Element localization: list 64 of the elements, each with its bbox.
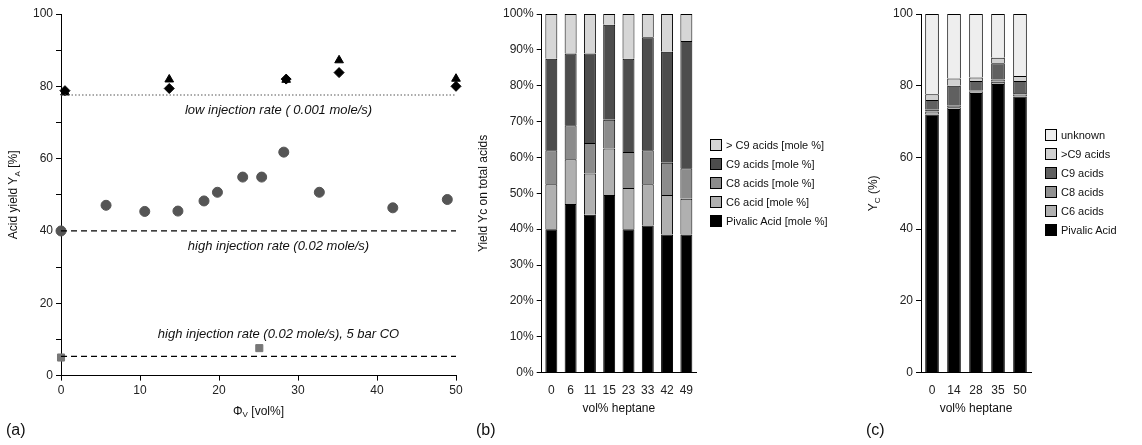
ref-line-label: high injection rate (0.02 mole/s) <box>187 237 370 253</box>
y-tick-label: 70% <box>509 113 535 128</box>
ref-line-label: high injection rate (0.02 mole/s), 5 bar CO <box>157 326 400 342</box>
y-tick-label: 80 <box>39 78 54 93</box>
legend-label: C9 acids [mole %] <box>726 157 815 170</box>
x-tick-label: 10 <box>133 383 148 398</box>
x-tick-label: 30 <box>291 383 305 398</box>
y-tick-label: 50% <box>509 185 535 200</box>
legend-label: > C9 acids [mole %] <box>726 138 825 151</box>
y-tick-label: 100% <box>502 6 535 21</box>
x-tick-label: 33 <box>641 383 655 398</box>
x-tick-label: 28 <box>969 383 983 398</box>
y-tick-label: 0 <box>46 367 54 382</box>
x-axis-title: vol% heptane <box>582 400 656 415</box>
text: (b) <box>476 421 496 439</box>
x-tick-label: 11 <box>583 383 597 398</box>
y-tick-label: 100 <box>892 6 914 21</box>
y-axis-title: Acid yield YA [%] <box>6 150 22 240</box>
text: (a) <box>6 421 26 439</box>
y-tick-label: 20 <box>899 293 914 308</box>
x-tick-label: 40 <box>370 383 384 398</box>
y-tick-label: 40% <box>509 221 535 236</box>
legend-label: Pivalic Acid <box>1061 224 1117 236</box>
x-tick-label: 0 <box>547 383 555 398</box>
x-tick-label: 14 <box>947 383 962 398</box>
legend-label: unknown <box>1061 129 1106 141</box>
legend-label: C6 acids <box>1061 205 1104 217</box>
legend-label: C6 acid [mole %] <box>726 195 810 208</box>
y-tick-label: 60 <box>899 149 914 164</box>
x-tick-label: 35 <box>991 383 1005 398</box>
x-tick-label: 0 <box>928 383 936 398</box>
legend-label: C8 acids [mole %] <box>726 176 815 189</box>
x-tick-label: 20 <box>212 383 227 398</box>
ref-line-label: low injection rate ( 0.001 mole/s) <box>184 101 373 117</box>
y-tick-label: 30% <box>509 257 535 272</box>
y-tick-label: 80% <box>509 78 535 93</box>
y-tick-label: 0% <box>516 364 535 379</box>
legend-label: C8 acids <box>1061 186 1104 198</box>
legend-label: Pivalic Acid [mole %] <box>726 214 828 227</box>
x-tick-label: 49 <box>679 383 694 398</box>
x-tick-label: 50 <box>449 383 463 398</box>
y-tick-label: 90% <box>509 42 535 57</box>
x-tick-label: 6 <box>567 383 575 398</box>
y-tick-label: 40 <box>39 223 54 238</box>
y-tick-label: 0 <box>906 364 914 379</box>
y-tick-label: 40 <box>899 221 914 236</box>
x-tick-label: 23 <box>621 383 636 398</box>
text: (c) <box>866 421 885 439</box>
x-tick-label: 15 <box>602 383 617 398</box>
y-tick-label: 10% <box>509 329 535 344</box>
x-tick-label: 42 <box>660 383 675 398</box>
y-tick-label: 20% <box>509 293 535 308</box>
y-tick-label: 60% <box>509 149 535 164</box>
x-axis-title: vol% heptane <box>939 400 1013 415</box>
x-tick-label: 50 <box>1013 383 1027 398</box>
x-tick-label: 0 <box>57 383 65 398</box>
y-tick-label: 100 <box>32 6 54 21</box>
y-tick-label: 80 <box>899 78 914 93</box>
y-tick-label: 20 <box>39 295 54 310</box>
legend-label: C9 acids <box>1061 167 1104 179</box>
y-axis-title: YC (%) <box>866 175 882 212</box>
legend-label: >C9 acids <box>1061 148 1111 160</box>
y-axis-title: Yield Yc on total acids <box>476 134 491 253</box>
y-tick-label: 60 <box>39 150 54 165</box>
